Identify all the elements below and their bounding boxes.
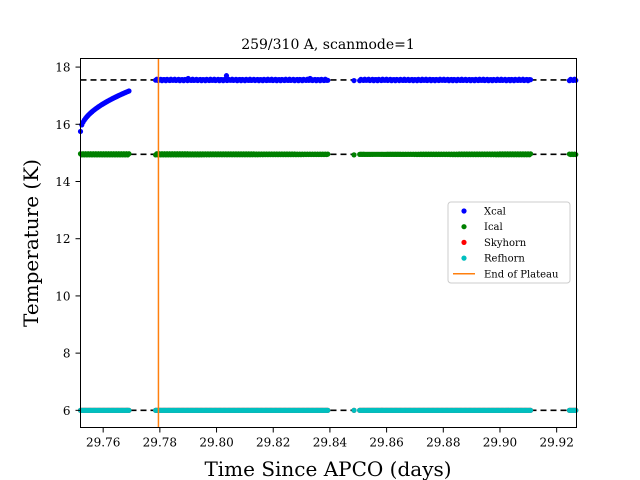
x-tick-label-3: 29.82 [256, 436, 290, 450]
x-tick-label-8: 29.92 [539, 436, 573, 450]
series-ical [77, 151, 579, 158]
point-xcal-315 [573, 77, 579, 83]
y-tick-label-4: 14 [55, 175, 71, 189]
legend: Xcal Ical Skyhorn Refhorn End of Plateau [447, 201, 571, 284]
point-refhorn-174 [325, 407, 331, 413]
y-tick-label-0: 6 [63, 404, 71, 418]
legend-marker-refhorn [461, 255, 467, 261]
x-axis-label: Time Since APCO (days) [204, 457, 451, 480]
y-tick-label-5: 16 [55, 118, 70, 132]
point-ical-174 [325, 151, 331, 157]
legend-label-xcal: Xcal [484, 207, 506, 218]
x-tick-label-1: 29.78 [143, 436, 177, 450]
y-tick-label-6: 18 [55, 61, 70, 75]
point-ical-38 [126, 151, 132, 157]
legend-box [447, 201, 571, 284]
legend-marker-xcal [461, 208, 467, 214]
x-tick-label-2: 29.80 [199, 436, 233, 450]
y-axis-label: Temperature (K) [19, 159, 43, 327]
legend-marker-ical [461, 224, 467, 230]
x-tick-label-0: 29.76 [86, 436, 120, 450]
point-ical-316 [351, 152, 357, 158]
y-tick-label-3: 12 [55, 232, 70, 246]
point-xcal-318 [185, 75, 191, 82]
x-tick-label-4: 29.84 [313, 436, 348, 450]
point-refhorn-38 [126, 407, 132, 413]
x-tick-label-5: 29.86 [369, 436, 403, 450]
legend-marker-skyhorn [461, 239, 467, 245]
plot-frame [80, 58, 577, 428]
point-refhorn-309 [527, 407, 534, 413]
point-refhorn-315 [573, 407, 579, 413]
chart-title: 259/310 A, scanmode=1 [241, 37, 415, 53]
legend-label-ical: Ical [484, 222, 503, 233]
point-xcal-174 [325, 77, 331, 83]
y-tick-label-1: 8 [63, 347, 71, 361]
point-ical-315 [573, 151, 579, 158]
point-xcal-309 [527, 77, 534, 83]
series-xcal [77, 73, 579, 135]
legend-label-end-of-plateau: End of Plateau [484, 269, 559, 280]
legend-label-refhorn: Refhorn [484, 254, 525, 265]
point-xcal-317 [223, 73, 230, 79]
point-xcal-316 [351, 77, 357, 84]
y-tick-label-2: 10 [55, 289, 70, 303]
x-tick-label-7: 29.90 [483, 436, 517, 450]
x-tick-label-6: 29.88 [426, 436, 460, 450]
series-refhorn [77, 407, 579, 413]
point-ical-309 [527, 151, 534, 157]
point-xcal-38 [126, 88, 132, 94]
legend-label-skyhorn: Skyhorn [484, 238, 527, 249]
point-refhorn-316 [351, 407, 357, 413]
point-xcal-319 [307, 75, 313, 82]
